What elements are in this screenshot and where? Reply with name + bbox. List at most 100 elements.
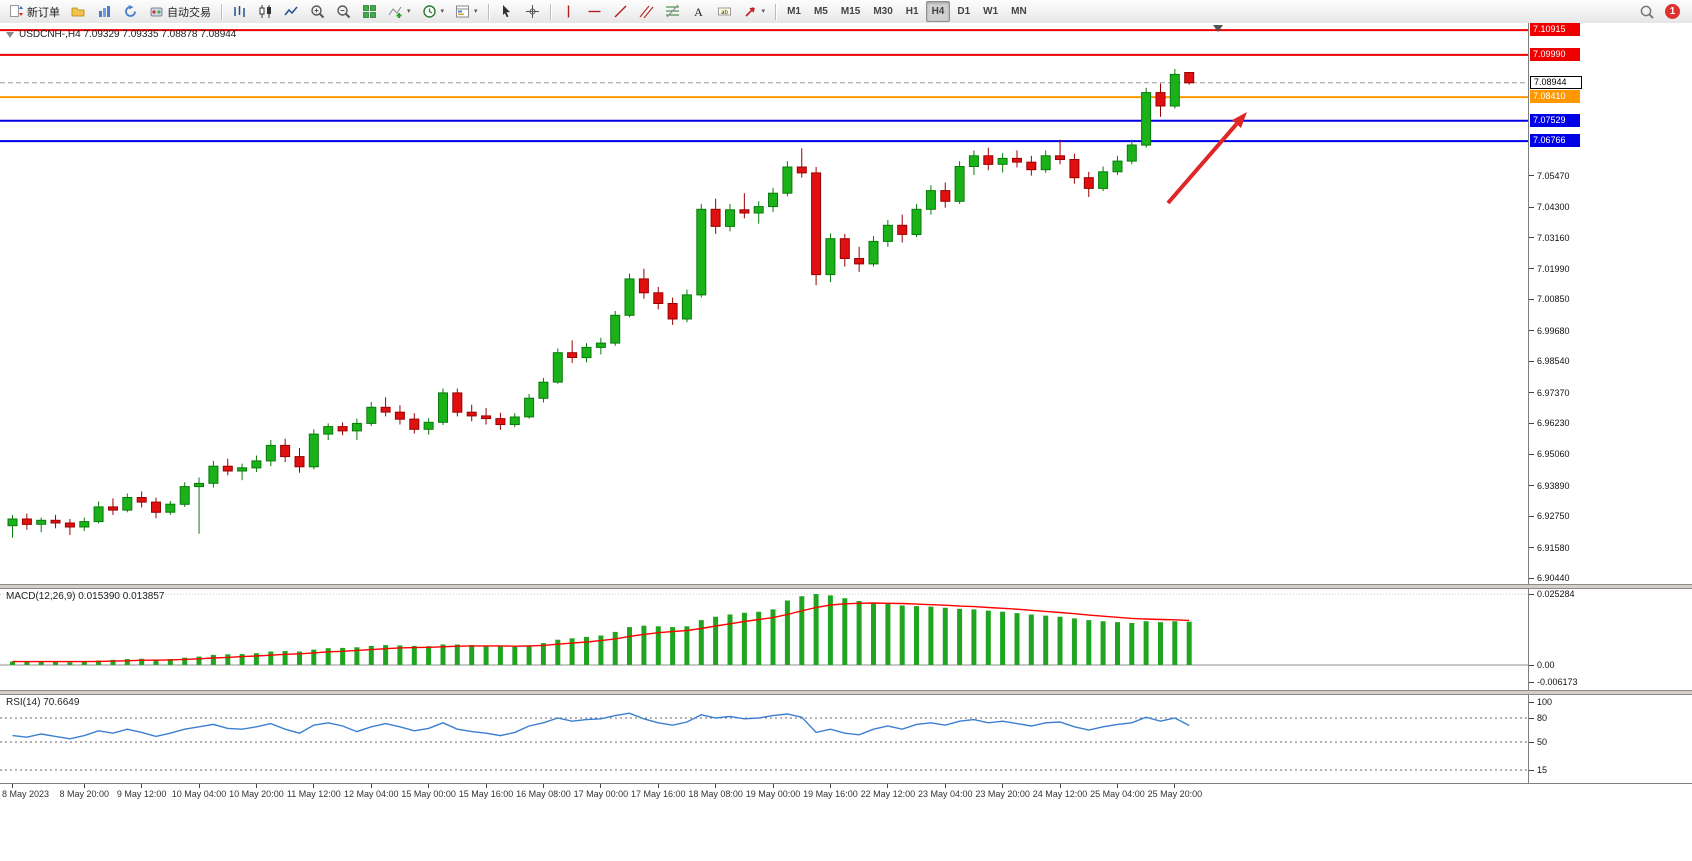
toolbar-separator <box>775 3 777 20</box>
search-icon[interactable] <box>1639 4 1655 20</box>
time-axis[interactable]: 8 May 2023 8 May 20:00 9 May 12:00 10 May 0… <box>0 783 1692 802</box>
price-tick-label: 7.04300 <box>1537 202 1570 213</box>
panel-splitter-rsi[interactable] <box>0 690 1692 695</box>
rsi-scale[interactable]: 100 80 50 15 <box>1528 695 1692 783</box>
zoom-in-button[interactable] <box>305 1 330 22</box>
toolbar: 新订单 自动交易 <box>0 0 1692 24</box>
toolbar-separator <box>487 3 489 20</box>
profiles-button[interactable] <box>66 1 91 22</box>
bar-chart-blue-icon <box>97 4 112 19</box>
arrow-annotation[interactable] <box>1166 122 1239 205</box>
chevron-down-icon: ▾ <box>440 8 445 15</box>
main-chart-plot[interactable]: USDCNH-,H4 7.09329 7.09335 7.08878 7.089… <box>0 23 1528 584</box>
clock-icon <box>422 4 437 19</box>
cursor-tool-button[interactable] <box>494 1 519 22</box>
chart-symbol-label: USDCNH-,H4 7.09329 7.09335 7.08878 7.089… <box>6 29 236 40</box>
time-axis-label: 11 May 12:00 <box>286 789 341 799</box>
text-tool-button[interactable]: A <box>686 1 711 22</box>
timeframe-W1[interactable]: W1 <box>983 6 999 17</box>
time-axis-label: 9 May 12:00 <box>116 789 167 799</box>
auto-trading-label: 自动交易 <box>167 6 211 19</box>
macd-scale[interactable]: 0.025284 0.00 -0.006173 <box>1528 589 1692 690</box>
bars-mode-icon <box>232 4 247 19</box>
chevron-down-icon: ▾ <box>407 8 411 15</box>
price-line-value-label: 7.08410 <box>1530 90 1580 104</box>
macd-plot[interactable]: MACD(12,26,9) 0.015390 0.013857 <box>0 589 1528 690</box>
price-scale[interactable]: 7.05470 7.04300 7.03160 7.01990 7.00850 6.996… <box>1528 23 1692 584</box>
zoom-out-button[interactable] <box>331 1 356 22</box>
price-tick-label: 6.93890 <box>1537 480 1570 491</box>
tile-windows-button[interactable] <box>357 1 382 22</box>
notification-badge[interactable]: 1 <box>1665 4 1680 19</box>
candles <box>7 69 1195 538</box>
bar-chart-mode-button[interactable] <box>227 1 252 22</box>
chevron-down-icon: ▾ <box>474 8 478 15</box>
price-tick-label: 6.95060 <box>1537 449 1570 460</box>
chart-shift-marker[interactable] <box>1213 25 1223 32</box>
arrows-tool-button[interactable]: ▾ <box>738 1 771 22</box>
price-tick-label: 6.92750 <box>1537 511 1570 522</box>
price-tick-label: 7.03160 <box>1537 232 1570 243</box>
timeframe-H4[interactable]: H4 <box>925 1 951 22</box>
time-axis-label: 18 May 08:00 <box>688 789 743 799</box>
timeframe-M1[interactable]: M1 <box>787 6 801 17</box>
time-axis-label: 25 May 04:00 <box>1090 789 1145 799</box>
templates-button[interactable]: ▾ <box>450 1 483 22</box>
time-axis-label: 22 May 12:00 <box>860 789 916 799</box>
tile-windows-icon <box>362 4 377 19</box>
panel-splitter-macd[interactable] <box>0 584 1692 589</box>
time-axis-label: 23 May 04:00 <box>917 789 973 799</box>
macd-label: MACD(12,26,9) 0.015390 0.013857 <box>6 591 165 602</box>
time-axis-label: 10 May 04:00 <box>171 789 227 799</box>
macd-scale-label: -0.006173 <box>1537 677 1578 688</box>
timeframe-H1[interactable]: H1 <box>905 6 919 17</box>
auto-trading-icon <box>149 4 164 19</box>
one-click-trading-toggle-icon[interactable] <box>6 31 14 38</box>
timeframe-M30[interactable]: M30 <box>873 6 893 17</box>
chevron-down-icon: ▾ <box>761 8 766 15</box>
text-icon: A <box>691 4 706 19</box>
text-label-tool-button[interactable]: ab <box>712 1 737 22</box>
price-tick-label: 6.91580 <box>1537 542 1570 553</box>
timeframe-M15[interactable]: M15 <box>840 6 861 17</box>
time-axis-label: 17 May 16:00 <box>630 789 686 799</box>
line-chart-mode-button[interactable] <box>279 1 304 22</box>
toolbar-separator <box>549 3 551 20</box>
rsi-scale-label: 80 <box>1537 713 1548 723</box>
price-line-value-label: 7.10915 <box>1530 23 1580 37</box>
timeframe-D1[interactable]: D1 <box>957 6 971 17</box>
timeframe-M5[interactable]: M5 <box>813 6 828 17</box>
toolbar-separator <box>221 3 222 20</box>
price-tick-label: 6.98540 <box>1537 356 1570 367</box>
indicators-button[interactable]: ▾ <box>383 1 416 22</box>
price-tick-label: 7.00850 <box>1537 294 1570 305</box>
auto-trading-button[interactable]: 自动交易 <box>144 1 216 22</box>
new-order-button[interactable]: 新订单 <box>4 1 65 22</box>
time-axis-label: 19 May 16:00 <box>803 789 858 799</box>
new-order-icon <box>9 4 24 19</box>
chart-window: USDCNH-,H4 7.09329 7.09335 7.08878 7.089… <box>0 23 1692 861</box>
vertical-line-tool-button[interactable] <box>556 1 581 22</box>
charts-button[interactable] <box>92 1 117 22</box>
refresh-button[interactable] <box>118 1 143 22</box>
price-tick-label: 6.90440 <box>1537 573 1570 584</box>
candle-chart-mode-button[interactable] <box>253 1 278 22</box>
crosshair-tool-button[interactable] <box>520 1 545 22</box>
price-line-value-label: 7.07529 <box>1530 113 1580 127</box>
horizontal-line-tool-button[interactable] <box>582 1 607 22</box>
trendline-tool-button[interactable] <box>608 1 633 22</box>
zoom-out-icon <box>336 4 351 19</box>
macd-signal-line <box>12 602 1190 663</box>
price-tick-label: 6.97370 <box>1537 387 1570 398</box>
fibonacci-tool-button[interactable] <box>660 1 685 22</box>
fibonacci-icon <box>665 4 680 19</box>
svg-text:ab: ab <box>721 10 728 16</box>
channel-tool-button[interactable] <box>634 1 659 22</box>
rsi-scale-label: 100 <box>1537 697 1553 707</box>
rsi-plot[interactable]: RSI(14) 70.6649 <box>0 695 1528 783</box>
timeframe-MN[interactable]: MN <box>1011 6 1027 17</box>
new-order-label: 新订单 <box>27 6 60 19</box>
profiles-folder-icon <box>71 4 86 19</box>
periods-button[interactable]: ▾ <box>417 1 450 22</box>
